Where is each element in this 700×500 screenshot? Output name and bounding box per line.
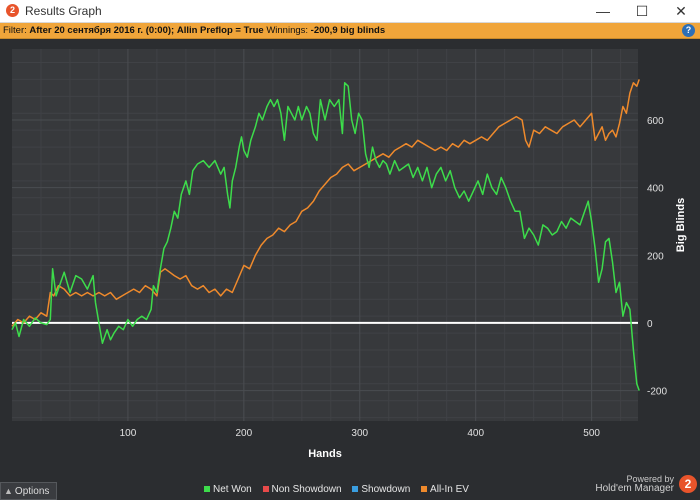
x-tick-label: 500 [583,428,600,439]
maximize-button[interactable]: ☐ [635,3,649,19]
filter-value: After 20 сентября 2016 г. (0:00); Allin … [29,25,264,36]
legend-item-all-in-ev[interactable]: All-In EV [421,484,469,495]
legend-item-non-showdown[interactable]: Non Showdown [262,484,342,495]
hm2-brand-logo-icon: 2 [679,475,697,493]
minimize-button[interactable]: — [596,3,610,19]
y-tick-label: 0 [647,319,653,330]
x-axis-title: Hands [308,448,342,460]
series-line-all-in-ev [11,79,640,327]
y-axis-title: Big Blinds [675,198,687,252]
y-tick-label: 600 [647,116,664,127]
legend-swatch [352,486,359,493]
x-tick-label: 300 [351,428,368,439]
title-bar: 2 Results Graph — ☐ ✕ [0,0,700,23]
legend-swatch [421,486,428,493]
window-title: Results Graph [25,4,102,18]
x-tick-label: 200 [236,428,253,439]
hm2-logo-icon: 2 [6,4,19,17]
legend-item-net-won[interactable]: Net Won [204,484,252,495]
legend-label: All-In EV [430,484,469,495]
legend-label: Showdown [361,484,411,495]
powered-by: Powered by Hold'em Manager [595,474,674,494]
legend-swatch [262,486,269,493]
options-label: Options [14,486,50,497]
x-tick-label: 400 [467,428,484,439]
winnings-label: Winnings: [266,25,309,36]
options-button[interactable]: ▲ Options [0,482,57,500]
results-graph: -200 0 200 400 600 100 200 300 400 500 Hands Big Bl… [11,49,687,460]
close-button[interactable]: ✕ [675,3,687,19]
plot-area [12,49,638,421]
powered-by-label: Powered by [626,474,674,484]
y-tick-label: -200 [647,387,667,398]
help-icon[interactable]: ? [682,24,695,37]
filter-bar: Filter: After 20 сентября 2016 г. (0:00)… [0,23,700,39]
winnings-value: -200,9 big blinds [310,25,386,36]
legend-item-showdown[interactable]: Showdown [352,484,410,495]
series-line-net-won [11,82,640,391]
y-tick-label: 400 [647,184,664,195]
chart-legend: Net Won Non Showdown Showdown All-In EV [204,484,477,495]
legend-swatch [204,486,210,493]
legend-label: Non Showdown [271,484,342,495]
product-name: Hold'em Manager [595,483,674,494]
x-tick-label: 100 [120,428,137,439]
legend-label: Net Won [213,484,252,495]
y-tick-label: 200 [647,251,664,262]
chevron-up-icon: ▲ [4,486,13,496]
filter-label: Filter: [3,25,27,36]
